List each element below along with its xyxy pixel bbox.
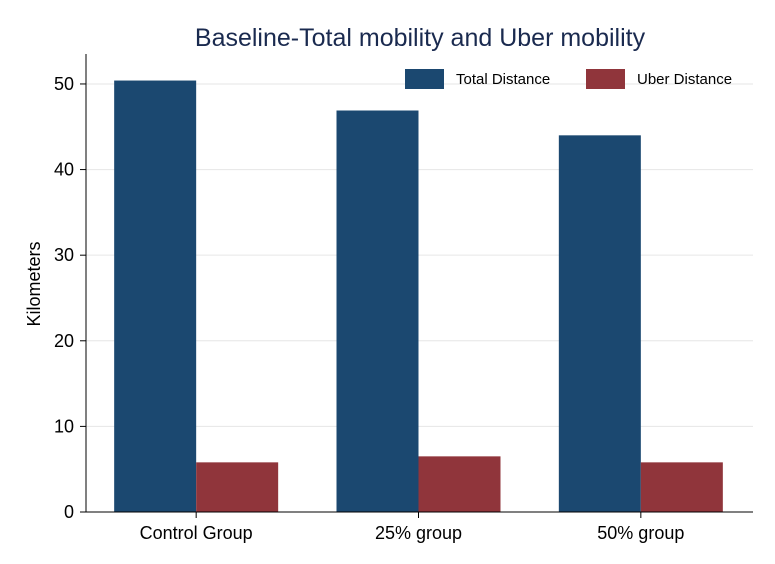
bar-total-distance-1 [114, 80, 197, 512]
x-tick-label: 25% group [375, 523, 462, 543]
legend: Total Distance Uber Distance [405, 69, 732, 89]
axes [80, 54, 753, 518]
legend-swatch-total-distance [405, 69, 444, 89]
legend-swatch-uber-distance [586, 69, 625, 89]
x-tick-label: Control Group [140, 523, 253, 543]
chart-title: Baseline-Total mobility and Uber mobilit… [195, 24, 646, 52]
y-tick-label: 30 [54, 245, 74, 265]
y-tick-label: 20 [54, 331, 74, 351]
x-tick-label: 50% group [597, 523, 684, 543]
bar-total-distance-3 [558, 135, 641, 513]
tick-labels: 0 10 20 30 40 50 Control Group 25% group 50% gro… [54, 74, 684, 543]
y-tick-label: 10 [54, 416, 74, 436]
bar-total-distance-2 [336, 110, 419, 513]
legend-label-uber-distance: Uber Distance [637, 71, 732, 88]
bar-uber-distance-1 [196, 462, 279, 512]
bars [114, 80, 723, 513]
bar-uber-distance-3 [640, 462, 723, 512]
y-tick-label: 40 [54, 160, 74, 180]
y-tick-label: 0 [64, 502, 74, 522]
y-axis-label: Kilometers [24, 241, 44, 326]
legend-label-total-distance: Total Distance [456, 71, 550, 88]
bar-uber-distance-2 [418, 456, 501, 512]
y-tick-label: 50 [54, 74, 74, 94]
